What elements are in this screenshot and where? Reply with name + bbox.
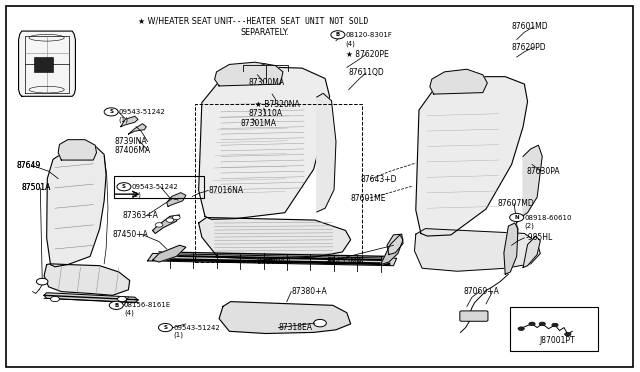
Circle shape [118, 296, 127, 302]
Circle shape [518, 327, 524, 331]
Polygon shape [44, 293, 138, 303]
Circle shape [109, 301, 124, 310]
Polygon shape [219, 302, 351, 334]
Circle shape [173, 215, 180, 220]
Text: 87601ME: 87601ME [351, 195, 386, 203]
Text: ★ 87620PE: ★ 87620PE [346, 50, 388, 59]
Circle shape [539, 322, 545, 326]
Polygon shape [58, 140, 97, 160]
Text: 87016NA: 87016NA [208, 186, 243, 195]
FancyBboxPatch shape [34, 57, 53, 72]
Text: 87300MA: 87300MA [248, 78, 285, 87]
Polygon shape [167, 193, 186, 206]
Circle shape [104, 108, 118, 116]
Text: 87607MD: 87607MD [497, 199, 534, 208]
Text: 87450+A: 87450+A [113, 230, 148, 239]
Polygon shape [129, 124, 147, 134]
Text: -985HL: -985HL [525, 233, 553, 243]
Circle shape [156, 223, 163, 227]
Text: B: B [336, 32, 340, 37]
Text: 08156-8161E: 08156-8161E [124, 302, 171, 308]
Text: ★ B7320NA: ★ B7320NA [255, 100, 300, 109]
Polygon shape [148, 253, 397, 266]
Circle shape [51, 296, 60, 302]
Circle shape [314, 320, 326, 327]
Text: 87363+A: 87363+A [122, 211, 158, 220]
Circle shape [509, 214, 524, 222]
Circle shape [529, 322, 535, 326]
Text: 09543-51242: 09543-51242 [132, 184, 179, 190]
Polygon shape [317, 93, 336, 212]
Text: ★ W/HEATER SEAT UNIT: ★ W/HEATER SEAT UNIT [138, 17, 233, 26]
Circle shape [117, 183, 131, 191]
Text: 87620PD: 87620PD [511, 42, 546, 51]
Text: S: S [163, 325, 168, 330]
Text: 08120-8301F: 08120-8301F [346, 32, 392, 38]
Polygon shape [504, 223, 518, 274]
FancyBboxPatch shape [6, 6, 633, 367]
Polygon shape [198, 67, 330, 219]
Text: 87601MD: 87601MD [511, 22, 548, 31]
Text: 87000AA: 87000AA [256, 257, 291, 266]
Text: 87643+D: 87643+D [360, 175, 397, 184]
Text: J87001PT: J87001PT [539, 336, 575, 346]
Text: 87649: 87649 [17, 161, 41, 170]
Text: B: B [114, 303, 118, 308]
Polygon shape [198, 218, 351, 259]
Text: ----HEATER SEAT UNIT NOT SOLD: ----HEATER SEAT UNIT NOT SOLD [227, 17, 369, 26]
Polygon shape [523, 236, 540, 267]
Text: 87069+A: 87069+A [464, 287, 500, 296]
Text: 09543-51242: 09543-51242 [173, 325, 220, 331]
Polygon shape [47, 146, 106, 267]
Text: (1): (1) [119, 116, 129, 122]
Polygon shape [381, 235, 403, 264]
Text: (1): (1) [173, 332, 183, 338]
Text: 87611QD: 87611QD [349, 68, 385, 77]
Polygon shape [415, 229, 540, 271]
Circle shape [564, 333, 571, 336]
Text: S: S [122, 184, 126, 189]
Text: (2): (2) [524, 222, 534, 229]
Polygon shape [153, 215, 179, 234]
Polygon shape [416, 77, 527, 236]
Polygon shape [430, 69, 487, 94]
Circle shape [552, 323, 558, 327]
Text: 87455MA: 87455MA [326, 257, 362, 266]
Text: 873110A: 873110A [248, 109, 283, 118]
Circle shape [36, 278, 48, 285]
FancyBboxPatch shape [460, 311, 488, 321]
Text: 87406MA: 87406MA [115, 145, 150, 154]
Text: 87501A: 87501A [21, 183, 51, 192]
Text: 87318EA: 87318EA [278, 323, 312, 332]
Circle shape [159, 324, 173, 332]
Polygon shape [387, 234, 403, 254]
Text: 09543-51242: 09543-51242 [119, 109, 166, 115]
Text: S: S [109, 109, 113, 114]
Text: 8739INA: 8739INA [115, 137, 147, 146]
Polygon shape [121, 116, 138, 127]
Text: 87301MA: 87301MA [240, 119, 276, 128]
Text: (2): (2) [132, 192, 141, 198]
Text: (4): (4) [346, 40, 355, 46]
Text: (4): (4) [124, 310, 134, 316]
Polygon shape [153, 245, 186, 262]
Text: 08918-60610: 08918-60610 [524, 215, 572, 221]
Polygon shape [44, 264, 130, 295]
Text: 87501A: 87501A [21, 183, 51, 192]
FancyBboxPatch shape [510, 307, 598, 351]
Circle shape [166, 218, 173, 222]
Text: 87649: 87649 [17, 161, 41, 170]
Circle shape [331, 31, 345, 39]
Text: N: N [515, 215, 519, 220]
Text: SEPARATELY.: SEPARATELY. [240, 28, 289, 37]
Polygon shape [214, 62, 283, 86]
Polygon shape [19, 31, 76, 96]
Text: 87380+A: 87380+A [291, 287, 327, 296]
Polygon shape [523, 145, 542, 216]
Text: 87630PA: 87630PA [526, 167, 560, 176]
